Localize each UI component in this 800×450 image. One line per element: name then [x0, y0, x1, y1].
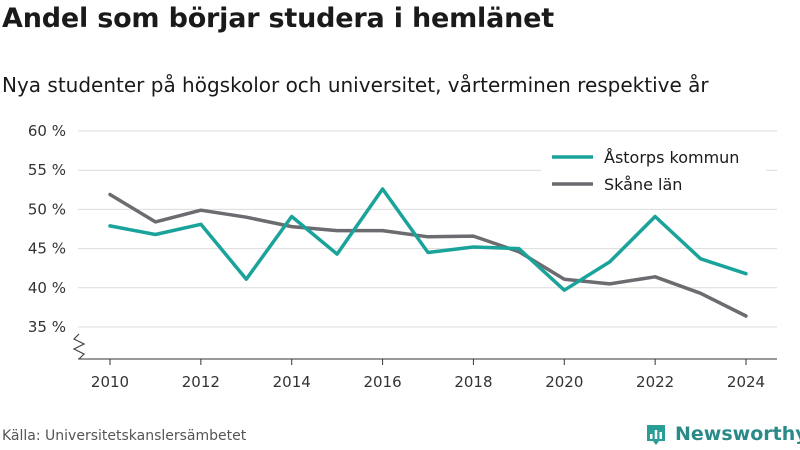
y-tick-label: 60 % — [28, 122, 66, 140]
axis-break-zigzag — [72, 333, 86, 360]
gridlines — [78, 130, 777, 328]
x-tick-label: 2010 — [91, 373, 129, 391]
source-note: Källa: Universitetskanslersämbetet — [2, 428, 247, 444]
series-lines — [108, 187, 748, 318]
x-tick-label: 2012 — [182, 373, 220, 391]
line-chart: 35 %40 %45 %50 %55 %60 % 2010 2012 2014 201… — [28, 122, 777, 391]
chart-subtitle: Nya studenter på högskolor och universit… — [2, 73, 709, 97]
y-tick-label: 45 % — [28, 240, 66, 258]
x-tick-label: 2018 — [454, 373, 492, 391]
brand-name: Newsworthy — [675, 423, 800, 445]
legend: Åstorps kommun Skåne län — [541, 143, 766, 202]
brand-logo[interactable]: Newsworthy — [644, 420, 800, 448]
x-axis: 2010 2012 2014 2016 2018 2020 2022 2024 — [78, 358, 777, 391]
series-line — [108, 192, 748, 318]
newsworthy-logo-icon — [647, 425, 665, 445]
axis-break-icon — [72, 333, 86, 360]
x-tick-label: 2020 — [545, 373, 583, 391]
legend-label: Skåne län — [604, 175, 682, 194]
chart-title: Andel som börjar studera i hemlänet — [2, 3, 554, 34]
y-tick-label: 55 % — [28, 161, 66, 179]
x-tick-label: 2022 — [636, 373, 674, 391]
legend-label: Åstorps kommun — [604, 148, 739, 167]
legend-background — [541, 143, 766, 202]
y-tick-label: 35 % — [28, 318, 66, 336]
x-tick-label: 2024 — [727, 373, 765, 391]
y-tick-label: 40 % — [28, 279, 66, 297]
y-axis-ticks: 35 % 40 % 45 % 50 % 55 % 60 % — [28, 122, 66, 336]
series-line — [108, 187, 748, 292]
y-tick-label: 50 % — [28, 200, 66, 218]
x-tick-label: 2016 — [363, 373, 401, 391]
x-tick-label: 2014 — [273, 373, 311, 391]
